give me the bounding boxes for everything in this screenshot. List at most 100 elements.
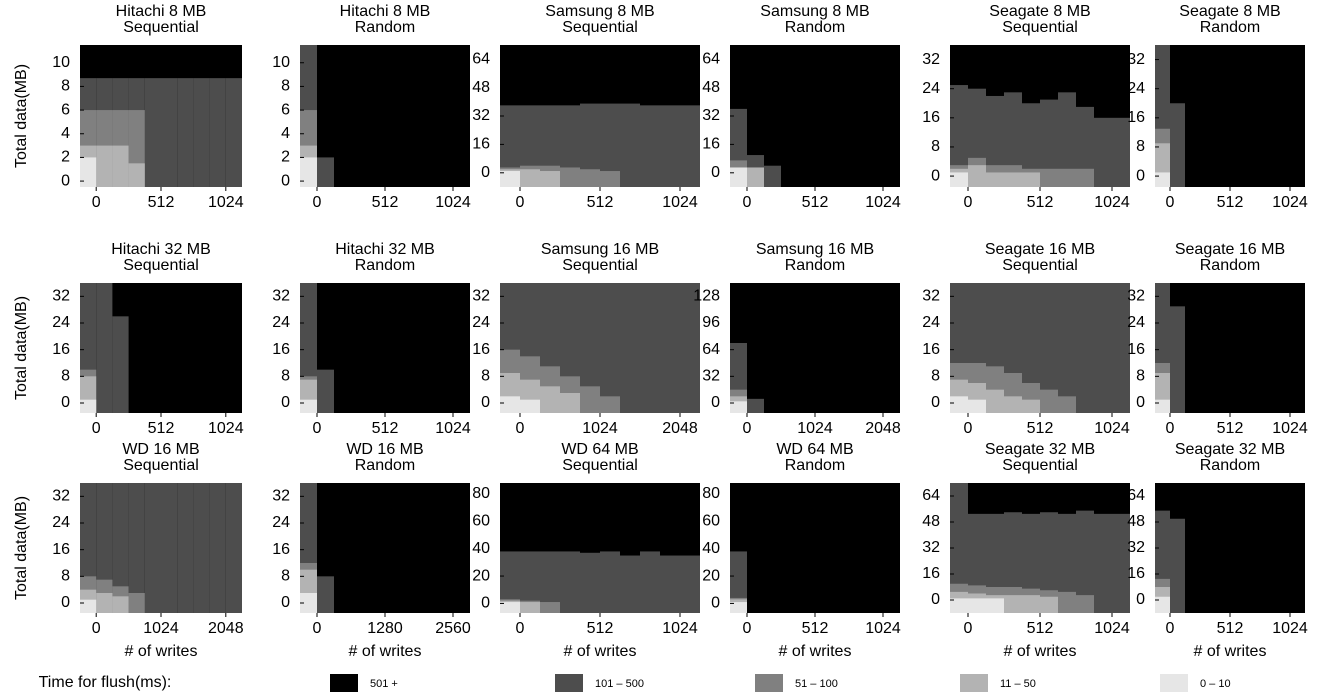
heat-cell [317,369,334,413]
heat-cell [1094,283,1112,413]
x-tick-label: 0 [743,620,752,637]
heat-cell [1058,92,1076,187]
x-tick-label: 512 [148,420,175,437]
y-tick-label: 0 [281,594,290,611]
x-tick-label: 0 [743,194,752,211]
y-tick-label: 24 [1127,80,1145,97]
x-tick-label: 1024 [435,420,471,437]
heat-cell [177,483,194,613]
heat-cell [1155,399,1170,413]
y-tick-label: 48 [472,79,490,96]
y-tick-label: 16 [472,341,490,358]
y-tick-label: 64 [1127,487,1145,504]
y-tick-label: 8 [61,78,70,95]
y-tick-label: 8 [481,368,490,385]
y-tick-label: 32 [922,51,940,68]
heat-cell [730,167,747,187]
heat-cell [520,169,540,187]
heat-cell [540,171,560,187]
y-tick-label: 0 [1136,167,1145,184]
heat-cell [225,483,242,613]
panel: 0 16 32 48 64 0 512 1024 Seagate 32 MBSequential… [922,441,1130,660]
x-tick-label: 2048 [662,420,698,437]
x-axis-label: # of writes [125,643,198,660]
heat-cell [764,165,781,187]
panel-subtitle: Sequential [1002,457,1078,474]
panel-subtitle: Sequential [562,457,638,474]
panel-subtitle: Sequential [1002,19,1078,36]
y-axis-label: Total data(MB) [13,64,30,168]
x-tick-label: 2048 [865,420,901,437]
x-tick-label: 0 [92,420,101,437]
x-tick-label: 0 [964,620,973,637]
heat-cell [560,551,580,613]
x-axis-label: # of writes [1004,643,1077,660]
heat-cell [1094,117,1112,187]
heat-cell [144,78,161,187]
x-tick-label: 1024 [662,620,698,637]
heat-cell [96,145,113,187]
y-tick-label: 24 [52,314,70,331]
heat-cell [300,593,317,613]
panel-subtitle: Sequential [562,19,638,36]
y-tick-label: 0 [931,394,940,411]
y-tick-label: 24 [922,80,940,97]
y-tick-label: 24 [272,514,290,531]
x-tick-label: 1024 [1272,194,1308,211]
y-tick-label: 80 [472,485,490,502]
y-tick-label: 16 [922,565,940,582]
heat-cell [600,551,620,613]
heat-cell [1004,92,1022,187]
y-tick-label: 0 [481,164,490,181]
panel-title: Samsung 16 MB [541,241,659,258]
y-tick-label: 24 [272,314,290,331]
y-tick-label: 20 [472,567,490,584]
heat-cell [520,551,540,613]
legend-label: 101 – 500 [595,678,644,690]
x-tick-label: 1024 [1094,620,1130,637]
x-tick-label: 512 [1217,194,1244,211]
y-tick-label: 32 [1127,51,1145,68]
panel-subtitle: Random [355,457,415,474]
y-tick-label: 32 [472,107,490,124]
heat-cell [500,105,520,187]
heat-cell [540,602,560,613]
y-tick-label: 0 [931,167,940,184]
heat-cell [112,483,129,613]
y-tick-label: 16 [702,136,720,153]
heat-cell [600,396,620,413]
heat-cell [225,78,242,187]
heat-cell [660,283,680,413]
legend-title: Time for flush(ms): [39,674,172,691]
y-tick-label: 0 [711,394,720,411]
y-tick-label: 8 [1136,138,1145,155]
x-tick-label: 512 [1027,620,1054,637]
heat-cell [730,602,747,613]
x-axis-label: # of writes [779,643,852,660]
y-tick-label: 16 [1127,341,1145,358]
x-tick-label: 1024 [582,420,618,437]
x-tick-label: 0 [1166,420,1175,437]
heat-cell [144,483,161,613]
panel-subtitle: Random [355,257,415,274]
heat-cell [1022,283,1040,413]
y-tick-label: 0 [61,172,70,189]
heat-cell [96,283,113,413]
heat-cell [1004,595,1022,613]
x-tick-label: 0 [313,194,322,211]
heat-cell [730,401,747,413]
y-tick-label: 32 [702,368,720,385]
heat-cell [1112,283,1130,413]
heat-cell [128,593,145,613]
heat-cell [193,78,210,187]
y-tick-label: 6 [61,101,70,118]
y-tick-label: 0 [61,394,70,411]
x-tick-label: 512 [1217,420,1244,437]
y-tick-label: 80 [702,485,720,502]
heat-cell [620,103,640,187]
y-tick-label: 16 [52,341,70,358]
panel-title: Seagate 32 MB [985,441,1095,458]
